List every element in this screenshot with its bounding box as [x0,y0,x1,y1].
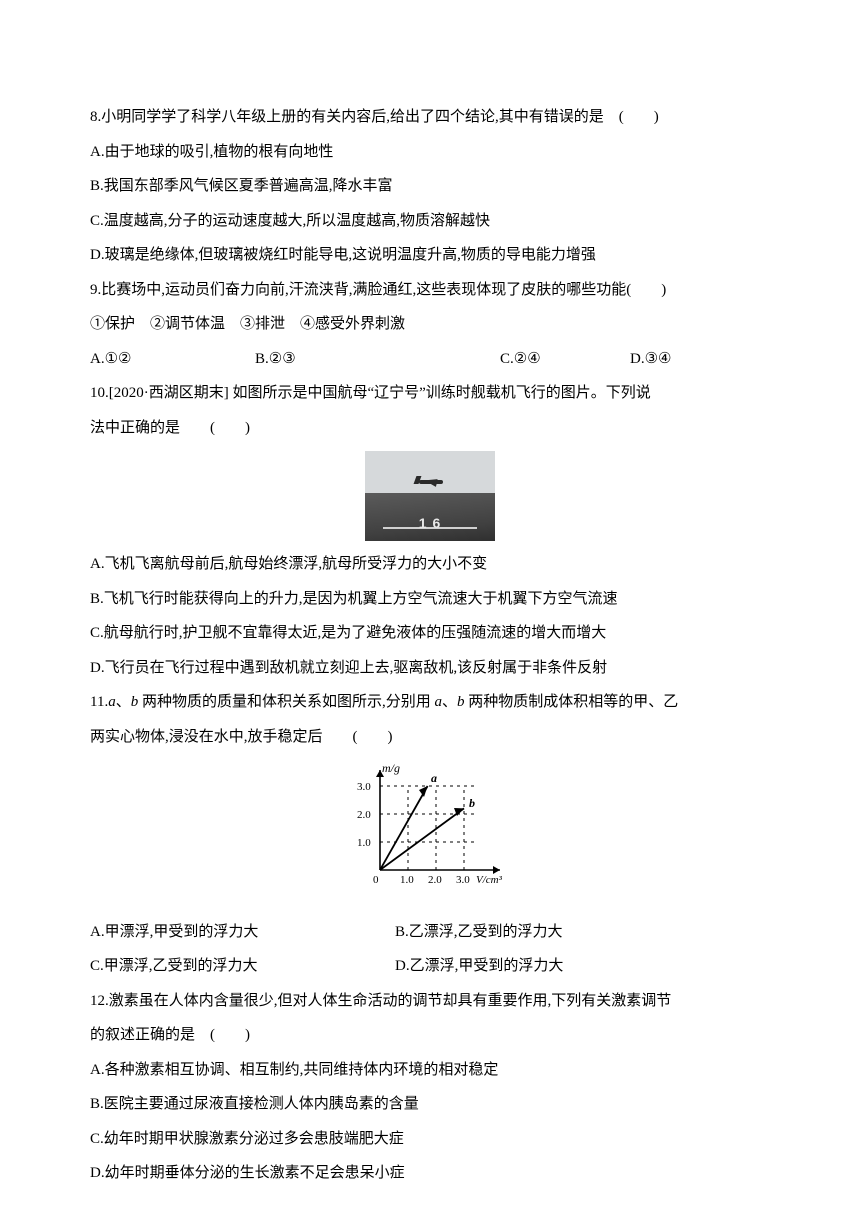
carrier-deck-number: 1 6 [365,507,495,539]
series-a-label: a [431,771,437,785]
series-b-label: b [469,796,475,810]
q9-options: A.①② B.②③ C.②④ D.③④ [90,342,770,377]
q11-opt-c: C.甲漂浮,乙受到的浮力大 [90,949,395,984]
q10-opt-c: C.航母航行时,护卫舰不宜靠得太近,是为了避免液体的压强随流速的增大而增大 [90,616,770,651]
q11-figure: m/g a b 1.0 2.0 3.0 0 1.0 2.0 3.0 V/cm³ [90,760,770,909]
q10-stem-l1: 10.[2020·西湖区期末] 如图所示是中国航母“辽宁号”训练时舰载机飞行的图… [90,376,770,411]
q8-opt-d: D.玻璃是绝缘体,但玻璃被烧红时能导电,这说明温度升高,物质的导电能力增强 [90,238,770,273]
origin-label: 0 [373,874,379,886]
chart-y-label: m/g [382,761,400,775]
q9-stem: 9.比赛场中,运动员们奋力向前,汗流浃背,满脸通红,这些表现体现了皮肤的哪些功能… [90,273,770,308]
q8-opt-b: B.我国东部季风气候区夏季普遍高温,降水丰富 [90,169,770,204]
mass-volume-chart: m/g a b 1.0 2.0 3.0 0 1.0 2.0 3.0 V/cm³ [345,760,515,895]
q12-opt-a: A.各种激素相互协调、相互制约,共同维持体内环境的相对稳定 [90,1053,770,1088]
q11-opt-b: B.乙漂浮,乙受到的浮力大 [395,915,770,950]
q8-opt-a: A.由于地球的吸引,植物的根有向地性 [90,135,770,170]
ytick-1: 1.0 [357,837,371,849]
q10-stem-l2: 法中正确的是 ( ) [90,411,770,446]
q11-stem-l1: 11.a、b 两种物质的质量和体积关系如图所示,分别用 a、b 两种物质制成体积… [90,685,770,720]
q9-opt-b: B.②③ [255,342,500,377]
q12-opt-c: C.幼年时期甲状腺激素分泌过多会患肢端肥大症 [90,1122,770,1157]
q9-opt-a: A.①② [90,342,255,377]
q10-figure: 1 6 [90,451,770,541]
xtick-3: 3.0 [456,874,470,886]
xtick-2: 2.0 [428,874,442,886]
q11-stem-l2: 两实心物体,浸没在水中,放手稳定后 ( ) [90,720,770,755]
jet-icon [413,475,449,489]
q12-opt-b: B.医院主要通过尿液直接检测人体内胰岛素的含量 [90,1087,770,1122]
carrier-image: 1 6 [365,451,495,541]
q11-opts-row1: A.甲漂浮,甲受到的浮力大 B.乙漂浮,乙受到的浮力大 [90,915,770,950]
q10-opt-d: D.飞行员在飞行过程中遇到敌机就立刻迎上去,驱离敌机,该反射属于非条件反射 [90,651,770,686]
q11-opt-a: A.甲漂浮,甲受到的浮力大 [90,915,395,950]
q11-opts-row2: C.甲漂浮,乙受到的浮力大 D.乙漂浮,甲受到的浮力大 [90,949,770,984]
q9-items: ①保护 ②调节体温 ③排泄 ④感受外界刺激 [90,307,770,342]
ytick-2: 2.0 [357,809,371,821]
q10-opt-b: B.飞机飞行时能获得向上的升力,是因为机翼上方空气流速大于机翼下方空气流速 [90,582,770,617]
q12-opt-d: D.幼年时期垂体分泌的生长激素不足会患呆小症 [90,1156,770,1191]
q12-stem-l2: 的叙述正确的是 ( ) [90,1018,770,1053]
q9-opt-c: C.②④ [500,342,630,377]
xtick-1: 1.0 [400,874,414,886]
ytick-3: 3.0 [357,781,371,793]
q12-stem-l1: 12.激素虽在人体内含量很少,但对人体生命活动的调节却具有重要作用,下列有关激素… [90,984,770,1019]
q10-opt-a: A.飞机飞离航母前后,航母始终漂浮,航母所受浮力的大小不变 [90,547,770,582]
q8-stem: 8.小明同学学了科学八年级上册的有关内容后,给出了四个结论,其中有错误的是 ( … [90,100,770,135]
q11-opt-d: D.乙漂浮,甲受到的浮力大 [395,949,770,984]
q8-opt-c: C.温度越高,分子的运动速度越大,所以温度越高,物质溶解越快 [90,204,770,239]
q9-opt-d: D.③④ [630,342,770,377]
chart-x-label: V/cm³ [476,874,503,886]
